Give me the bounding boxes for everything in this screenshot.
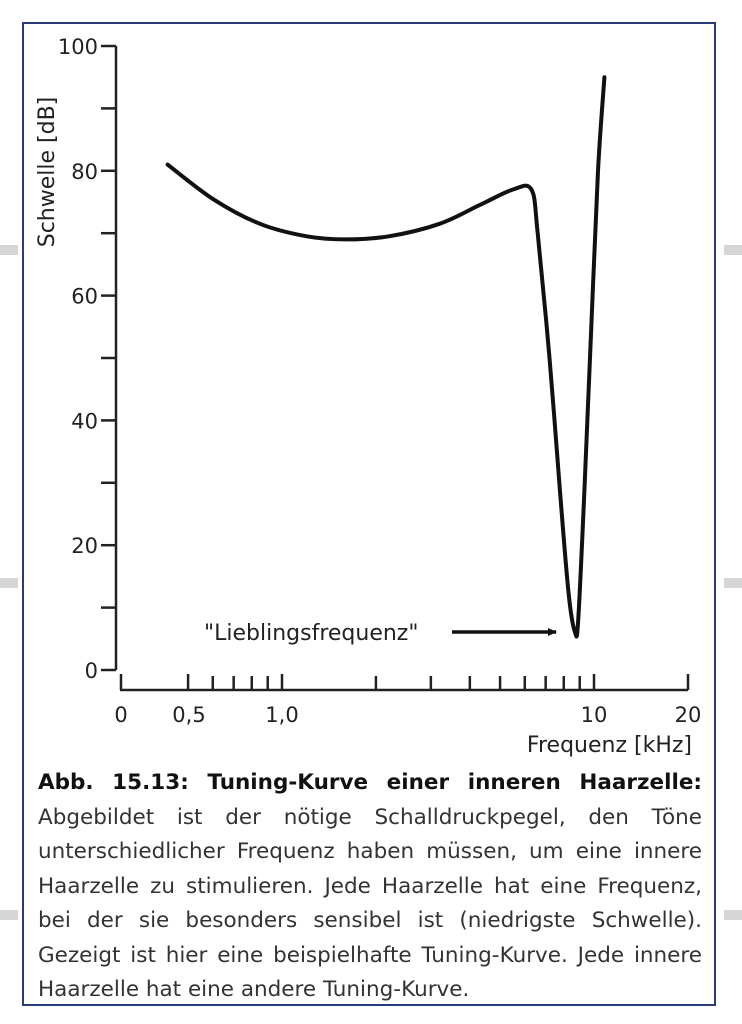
page-edge-marker xyxy=(724,245,742,255)
figure-caption: Abb. 15.13: Tuning-Kurve einer inneren H… xyxy=(38,766,702,1008)
y-tick-label: 80 xyxy=(71,160,98,184)
y-tick-label: 20 xyxy=(71,534,98,558)
annotation-label: "Lieblingsfrequenz" xyxy=(204,621,418,646)
page-edge-marker xyxy=(0,245,18,255)
y-tick-label: 60 xyxy=(71,285,98,309)
page-edge-marker xyxy=(0,578,18,588)
caption-title: Abb. 15.13: Tuning-Kurve einer inneren H… xyxy=(38,770,702,795)
x-tick-label: 1,0 xyxy=(265,703,298,727)
x-tick-label: 0 xyxy=(114,703,127,727)
page-edge-marker xyxy=(0,910,18,920)
page-edge-marker xyxy=(724,910,742,920)
page-edge-marker xyxy=(724,578,742,588)
caption-text: Abgebildet ist der nötige Schalldruckpeg… xyxy=(38,804,702,1003)
x-tick-label: 0,5 xyxy=(172,703,205,727)
y-tick-label: 0 xyxy=(85,659,98,683)
tuning-curve-line xyxy=(165,75,607,639)
y-axis-label: Schwelle [dB] xyxy=(35,97,60,248)
x-tick-label: 20 xyxy=(675,703,702,727)
x-tick-label: 10 xyxy=(581,703,608,727)
y-tick-label: 100 xyxy=(58,35,98,59)
figure-frame xyxy=(22,22,716,1006)
y-tick-label: 40 xyxy=(71,409,98,433)
x-axis-label: Frequenz [kHz] xyxy=(527,733,692,758)
